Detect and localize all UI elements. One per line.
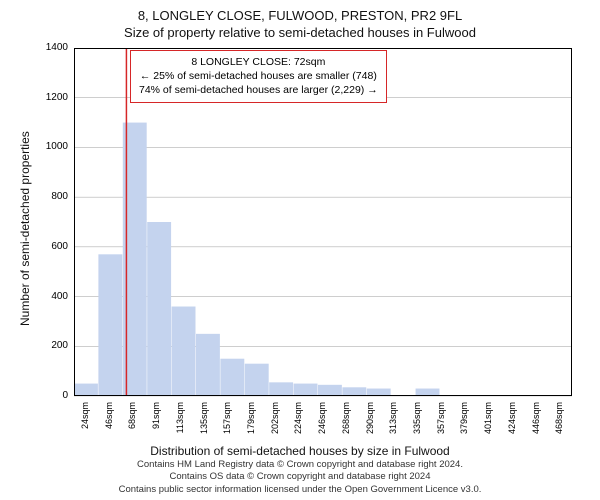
footer-line3: Contains public sector information licen… (0, 484, 600, 496)
x-tick-label: 313sqm (388, 402, 398, 434)
footer-line2: Contains OS data © Crown copyright and d… (0, 471, 600, 483)
chart-container: 8, LONGLEY CLOSE, FULWOOD, PRESTON, PR2 … (0, 0, 600, 500)
x-tick-label: 379sqm (459, 402, 469, 434)
info-box: 8 LONGLEY CLOSE: 72sqm ← 25% of semi-det… (130, 50, 387, 103)
y-tick-label: 1000 (46, 141, 68, 152)
x-tick-label: 46sqm (104, 402, 114, 429)
x-tick-label: 135sqm (199, 402, 209, 434)
x-tick-label: 468sqm (554, 402, 564, 434)
x-tick-label: 157sqm (222, 402, 232, 434)
x-tick-label: 357sqm (436, 402, 446, 434)
title-line2: Size of property relative to semi-detach… (0, 25, 600, 40)
x-tick-label: 290sqm (365, 402, 375, 434)
x-tick-label: 446sqm (531, 402, 541, 434)
y-tick-label: 200 (51, 340, 68, 351)
x-tick-label: 401sqm (483, 402, 493, 434)
footer-block: Contains HM Land Registry data © Crown c… (0, 459, 600, 496)
title-line1: 8, LONGLEY CLOSE, FULWOOD, PRESTON, PR2 … (0, 8, 600, 23)
y-axis-label: Number of semi-detached properties (18, 132, 32, 327)
y-tick-label: 1200 (46, 92, 68, 103)
x-tick-label: 91sqm (151, 402, 161, 429)
x-tick-label: 335sqm (412, 402, 422, 434)
x-tick-label: 24sqm (80, 402, 90, 429)
x-tick-label: 113sqm (175, 402, 185, 433)
x-tick-label: 224sqm (293, 402, 303, 434)
title-block: 8, LONGLEY CLOSE, FULWOOD, PRESTON, PR2 … (0, 0, 600, 40)
y-tick-label: 600 (51, 241, 68, 252)
y-tick-label: 0 (62, 390, 68, 401)
info-line1: 8 LONGLEY CLOSE: 72sqm (139, 55, 378, 69)
info-line2: ← 25% of semi-detached houses are smalle… (139, 69, 378, 83)
x-tick-label: 202sqm (270, 402, 280, 434)
footer-line1: Contains HM Land Registry data © Crown c… (0, 459, 600, 471)
info-line3: 74% of semi-detached houses are larger (… (139, 83, 378, 97)
x-tick-label: 246sqm (317, 402, 327, 434)
y-tick-label: 400 (51, 291, 68, 302)
x-tick-label: 68sqm (127, 402, 137, 429)
x-axis-label: Distribution of semi-detached houses by … (0, 444, 600, 458)
y-tick-label: 800 (51, 191, 68, 202)
x-tick-label: 179sqm (246, 402, 256, 434)
y-tick-label: 1400 (46, 42, 68, 53)
x-tick-label: 424sqm (507, 402, 517, 434)
x-tick-label: 268sqm (341, 402, 351, 434)
